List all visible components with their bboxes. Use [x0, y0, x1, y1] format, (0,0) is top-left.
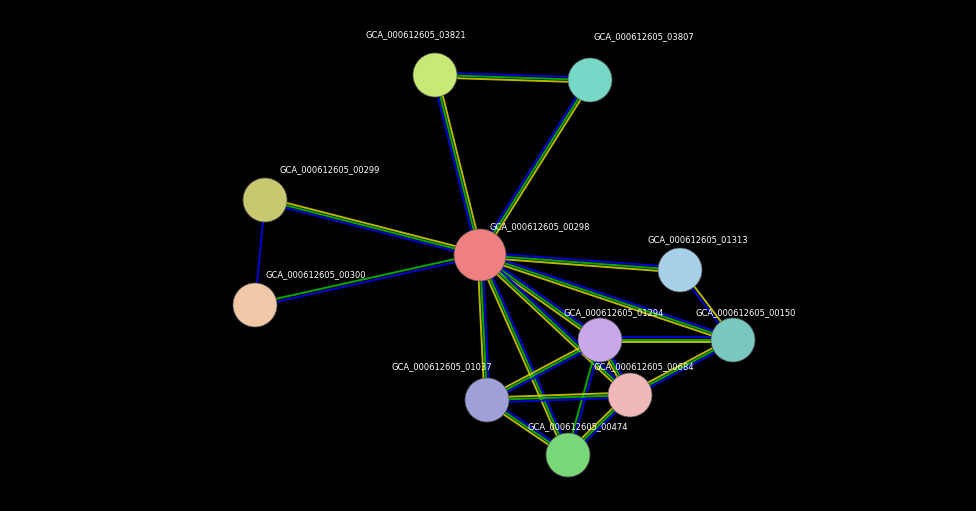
Text: GCA_000612605_00150: GCA_000612605_00150: [695, 308, 795, 317]
Text: GCA_000612605_01294: GCA_000612605_01294: [563, 308, 664, 317]
Text: GCA_000612605_00299: GCA_000612605_00299: [279, 165, 380, 174]
Text: GCA_000612605_00300: GCA_000612605_00300: [265, 270, 365, 279]
Circle shape: [568, 58, 612, 102]
Text: GCA_000612605_03821: GCA_000612605_03821: [365, 30, 466, 39]
Circle shape: [243, 178, 287, 222]
Circle shape: [465, 378, 509, 422]
Circle shape: [546, 433, 590, 477]
Circle shape: [454, 229, 506, 281]
Circle shape: [608, 373, 652, 417]
Text: GCA_000612605_00474: GCA_000612605_00474: [527, 422, 628, 431]
Circle shape: [578, 318, 622, 362]
Circle shape: [658, 248, 702, 292]
Circle shape: [233, 283, 277, 327]
Text: GCA_000612605_00298: GCA_000612605_00298: [490, 222, 590, 231]
Circle shape: [711, 318, 755, 362]
Text: GCA_000612605_03807: GCA_000612605_03807: [594, 32, 695, 41]
Text: GCA_000612605_01313: GCA_000612605_01313: [648, 235, 749, 244]
Circle shape: [413, 53, 457, 97]
Text: GCA_000612605_01037: GCA_000612605_01037: [392, 362, 493, 371]
Text: GCA_000612605_00684: GCA_000612605_00684: [593, 362, 694, 371]
